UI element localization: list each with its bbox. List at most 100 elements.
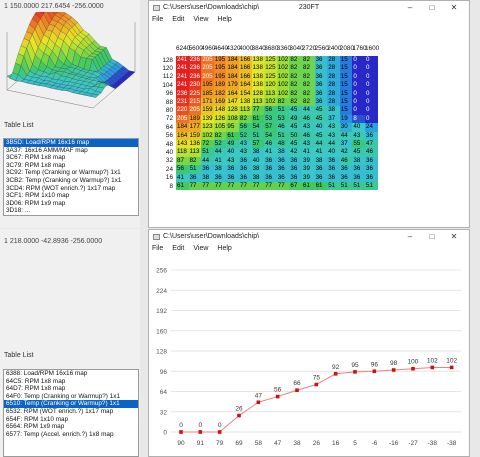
map-cell[interactable]: 236 — [188, 64, 202, 73]
map-cell[interactable]: 102 — [276, 64, 290, 73]
map-cell[interactable]: 43 — [302, 123, 315, 132]
map-cell[interactable]: 0 — [365, 98, 378, 107]
map-cell[interactable]: 82 — [276, 98, 290, 107]
map-cell[interactable]: 205 — [201, 72, 214, 82]
map-cell[interactable]: 159 — [188, 131, 202, 140]
map-cell[interactable]: 39 — [302, 165, 315, 174]
map-cell[interactable]: 43 — [226, 156, 239, 166]
map-cell[interactable]: 51 — [188, 165, 202, 174]
map-cell[interactable]: 138 — [239, 98, 252, 107]
map-cell[interactable]: 40 — [327, 148, 340, 157]
map-cell[interactable]: 36 — [276, 165, 290, 174]
map-cell[interactable]: 215 — [188, 98, 202, 107]
map-cell[interactable]: 0 — [352, 56, 365, 65]
map-cell[interactable]: 36 — [365, 156, 378, 166]
map-cell[interactable]: 41 — [302, 148, 315, 157]
map-cell[interactable]: 138 — [251, 81, 265, 90]
list-item[interactable]: 6510: Temp (Cranking or Warmup?) 1x1 — [4, 400, 138, 408]
map-cell[interactable]: 38 — [251, 173, 265, 182]
map-cell[interactable]: 0 — [352, 89, 365, 98]
map-cell[interactable]: 0 — [365, 64, 378, 73]
map-cell[interactable]: 195 — [213, 56, 227, 65]
map-cell[interactable]: 50 — [289, 131, 302, 140]
map-cell[interactable]: 136 — [188, 140, 202, 149]
map-cell[interactable]: 56 — [176, 165, 189, 174]
map-cell[interactable]: 36 — [226, 173, 239, 182]
map-cell[interactable]: 128 — [251, 89, 265, 98]
map-cell[interactable]: 102 — [276, 56, 290, 65]
map-cell[interactable]: 28 — [327, 72, 340, 82]
map-cell[interactable]: 15 — [339, 56, 353, 65]
menu-view[interactable]: View — [193, 245, 209, 252]
map-cell[interactable]: 95 — [226, 123, 239, 132]
map-cell[interactable]: 41 — [176, 173, 189, 182]
map-cell[interactable]: 0 — [365, 114, 378, 124]
map-cell[interactable]: 128 — [226, 106, 239, 115]
map-cell[interactable]: 53 — [276, 114, 290, 124]
map-cell[interactable]: 125 — [264, 72, 277, 82]
map-cell[interactable]: 164 — [176, 131, 189, 140]
map-cell[interactable]: 44 — [213, 148, 227, 157]
menu-file[interactable]: File — [152, 16, 164, 23]
map-cell[interactable]: 102 — [264, 98, 277, 107]
map-cell[interactable]: 77 — [226, 182, 239, 191]
map-cell[interactable]: 51 — [365, 182, 378, 191]
map-cell[interactable]: 15 — [339, 98, 353, 107]
map-cell[interactable]: 77 — [251, 182, 265, 191]
map-cell[interactable]: 139 — [201, 114, 214, 124]
list-item[interactable]: 654F: RPM 1x10 map — [6, 415, 69, 423]
map-cell[interactable]: 36 — [276, 173, 290, 182]
list-item[interactable]: 3C79: RPM 1x8 map — [6, 161, 66, 169]
map-cell[interactable]: 28 — [327, 89, 340, 98]
map-cell[interactable]: 138 — [251, 72, 265, 82]
list-item[interactable]: 64C5: RPM 1x8 map — [6, 377, 66, 385]
map-cell[interactable]: 43 — [239, 148, 252, 157]
map-cell[interactable]: 57 — [264, 123, 277, 132]
map-cell[interactable]: 205 — [201, 64, 214, 73]
map-cell[interactable]: 45 — [314, 114, 328, 124]
map-cell[interactable]: 38 — [352, 156, 365, 166]
map-cell[interactable]: 77 — [201, 182, 214, 191]
map-cell[interactable]: 236 — [188, 72, 202, 82]
map-cell[interactable]: 113 — [188, 148, 202, 157]
map-cell[interactable]: 54 — [264, 131, 277, 140]
map-cell[interactable]: 123 — [201, 123, 214, 132]
map-cell[interactable]: 36 — [314, 72, 328, 82]
map-cell[interactable]: 36 — [327, 165, 340, 174]
map-cell[interactable]: 126 — [213, 114, 227, 124]
map-cell[interactable]: 241 — [176, 64, 189, 73]
map-cell[interactable]: 82 — [302, 81, 315, 90]
map-cell[interactable]: 36 — [352, 165, 365, 174]
map-cell[interactable]: 77 — [276, 182, 290, 191]
map-cell[interactable]: 225 — [188, 89, 202, 98]
map-cell[interactable]: 45 — [289, 123, 302, 132]
list-item[interactable]: 3C67: RPM 1x8 map — [6, 154, 66, 162]
map-cell[interactable]: 44 — [302, 106, 315, 115]
map-cell[interactable]: 102 — [276, 81, 290, 90]
map-cell[interactable]: 205 — [188, 106, 202, 115]
map-cell[interactable]: 15 — [339, 81, 353, 90]
menu-file[interactable]: File — [152, 245, 164, 252]
map-cell[interactable]: 43 — [302, 140, 315, 149]
map-cell[interactable]: 36 — [314, 98, 328, 107]
map-cell[interactable]: 28 — [327, 81, 340, 90]
map-cell[interactable]: 57 — [251, 140, 265, 149]
map-cell[interactable]: 41 — [314, 148, 328, 157]
map-cell[interactable]: 102 — [201, 131, 214, 140]
map-cell[interactable]: 164 — [239, 81, 252, 90]
list-item[interactable]: 64F0: Temp (Cranking or Warmup?) 1x1 — [6, 392, 121, 400]
map-cell[interactable]: 15 — [339, 106, 353, 115]
list-item[interactable]: 3B5D: Load/RPM 16x16 map — [4, 139, 138, 147]
map-cell[interactable]: 43 — [327, 123, 340, 132]
map-cell[interactable]: 82 — [289, 56, 302, 65]
map-cell[interactable]: 51 — [276, 131, 290, 140]
map-cell[interactable]: 118 — [176, 148, 189, 157]
map-cell[interactable]: 36 — [314, 64, 328, 73]
map-cell[interactable]: 61 — [314, 182, 328, 191]
map-cell[interactable]: 77 — [188, 182, 202, 191]
menu-edit[interactable]: Edit — [172, 245, 185, 252]
map-cell[interactable]: 46 — [302, 131, 315, 140]
table-list[interactable]: 6388: Load/RPM 16x16 map 64C5: RPM 1x8 ma… — [3, 369, 139, 457]
map-cell[interactable]: 236 — [176, 89, 189, 98]
map-cell[interactable]: 230 — [188, 81, 202, 90]
